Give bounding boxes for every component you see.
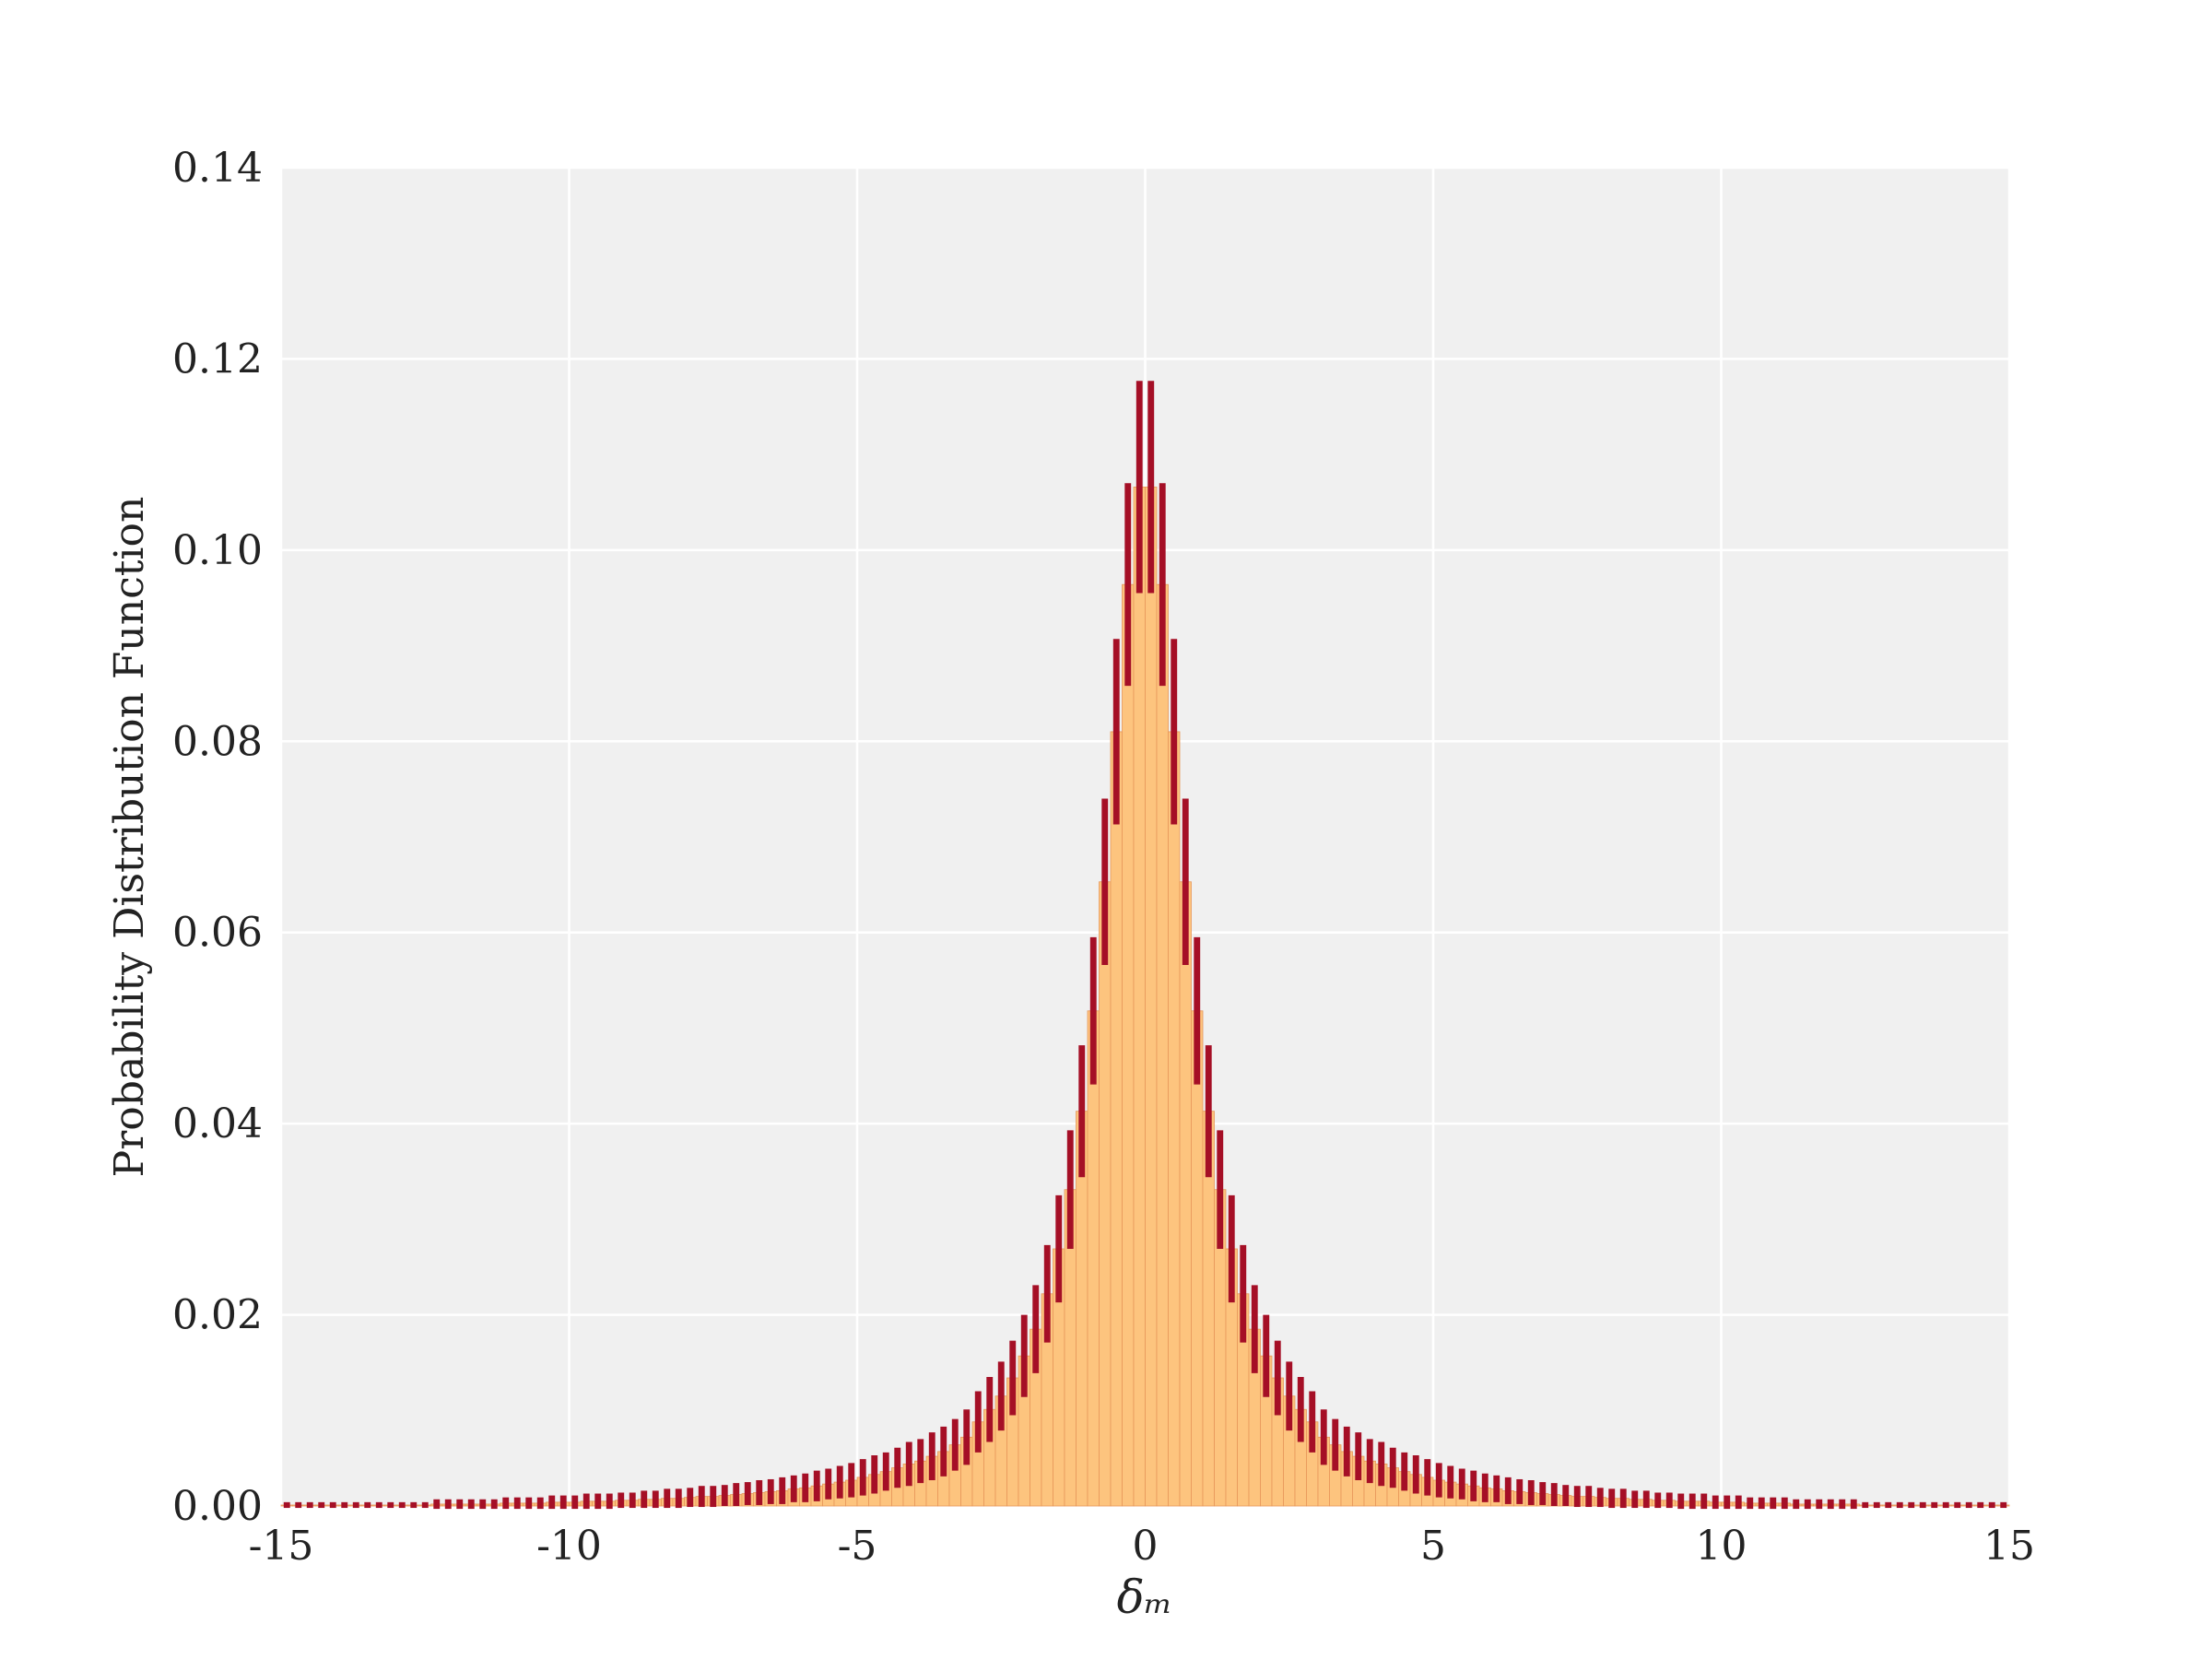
x-tick-label: -15	[249, 1523, 314, 1570]
y-axis-label: Probability Distribution Function	[106, 497, 153, 1178]
y-tick-label: 0.02	[172, 1292, 263, 1339]
bar	[1087, 1010, 1100, 1507]
bar	[1122, 583, 1135, 1507]
bar	[1110, 731, 1123, 1507]
y-tick-label: 0.12	[172, 335, 263, 382]
y-tick-label: 0.14	[172, 145, 263, 192]
y-tick-label: 0.08	[172, 718, 263, 765]
bar	[1168, 731, 1181, 1507]
marks	[280, 381, 2010, 1510]
x-tick-label: 15	[1983, 1523, 2035, 1570]
y-tick-label: 0.06	[172, 910, 263, 957]
bar	[1133, 487, 1146, 1507]
y-tick-label: 0.04	[172, 1100, 263, 1147]
labels: 0.00 0.02 0.04 0.06 0.08 0.10 0.12 0.14 -15 -10 -5…	[172, 145, 2035, 1570]
x-tick-label: 0	[1133, 1523, 1159, 1570]
y-tick-label: 0.00	[172, 1483, 263, 1530]
x-tick-label: -5	[838, 1523, 877, 1570]
x-tick-label: 10	[1696, 1523, 1747, 1570]
x-tick-label: -10	[536, 1523, 602, 1570]
x-tick-label: 5	[1420, 1523, 1446, 1570]
bar	[1179, 881, 1192, 1507]
x-axis-label: δₘ	[1117, 1571, 1173, 1624]
bar	[1191, 1010, 1204, 1507]
bar	[1156, 583, 1169, 1507]
bar	[1145, 487, 1158, 1507]
y-tick-label: 0.10	[172, 527, 263, 574]
bar	[1099, 881, 1112, 1507]
